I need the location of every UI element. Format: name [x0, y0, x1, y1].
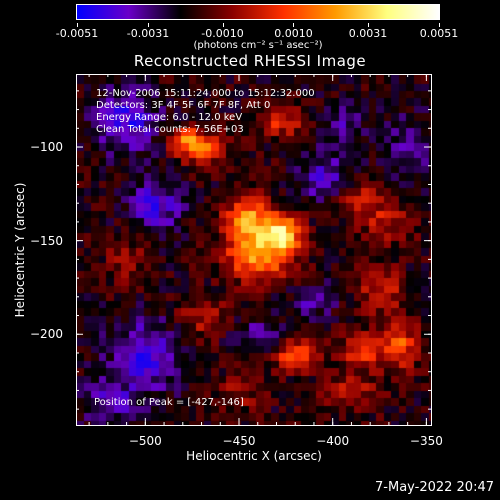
colorbar-units: (photons cm⁻² s⁻¹ asec⁻²): [193, 40, 323, 51]
plot-area: [76, 74, 432, 426]
colorbar-tick-label: 0.0051: [419, 27, 459, 40]
colorbar-tick-label: -0.0031: [126, 27, 170, 40]
x-axis-label: Heliocentric X (arcsec): [186, 449, 322, 463]
info-time-range: 12-Nov-2006 15:11:24.000 to 15:12:32.000: [96, 88, 315, 99]
colorbar-tick: [77, 23, 78, 27]
x-tick-label: −350: [409, 434, 443, 448]
colorbar-tick: [293, 23, 295, 27]
chart-title: Reconstructed RHESSI Image: [133, 52, 367, 70]
x-tick-label: −450: [222, 434, 256, 448]
y-tick-label: −100: [30, 140, 63, 155]
colorbar-tick: [222, 23, 224, 27]
colorbar: [76, 4, 440, 20]
info-energy-range: Energy Range: 6.0 - 12.0 keV: [96, 112, 243, 123]
y-axis-label: Heliocentric Y (arcsec): [13, 182, 27, 318]
info-algorithm: Clean Total counts: 7.56E+03: [96, 124, 244, 135]
y-tick-label: −200: [30, 327, 63, 342]
colorbar-tick: [439, 23, 440, 27]
peak-position-label: Position of Peak = [-427,-146]: [94, 397, 244, 408]
colorbar-tick-label: 0.0031: [348, 27, 388, 40]
info-detectors: Detectors: 3F 4F 5F 6F 7F 8F, Att 0: [96, 100, 271, 111]
colorbar-tick-label: -0.0010: [201, 27, 244, 40]
heatmap-image: [77, 75, 431, 425]
colorbar-tick-label: -0.0051: [55, 27, 99, 40]
x-tick-label: −400: [316, 434, 350, 448]
colorbar-tick: [147, 23, 149, 27]
colorbar-tick-label: 0.0010: [274, 27, 313, 40]
x-tick-label: −500: [128, 434, 162, 448]
datestamp: 7-May-2022 20:47: [375, 480, 494, 495]
colorbar-tick: [368, 23, 370, 27]
y-tick-label: −150: [30, 233, 63, 248]
